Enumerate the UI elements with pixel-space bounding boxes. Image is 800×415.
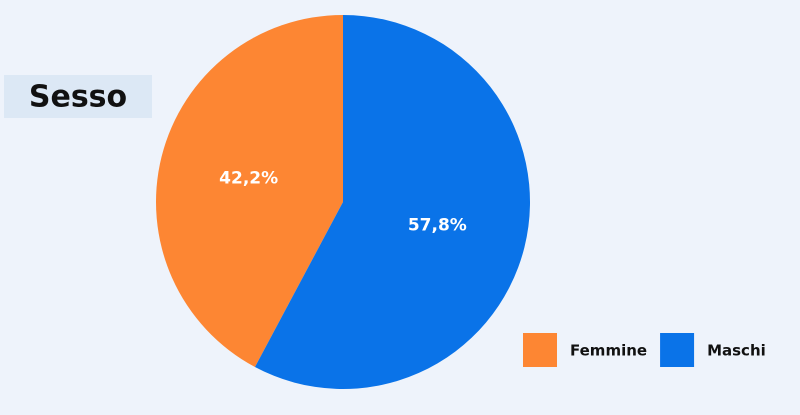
legend-label: Maschi xyxy=(707,342,766,360)
legend-swatch xyxy=(660,333,695,367)
legend-swatch xyxy=(523,333,557,367)
slice-label: 57,8% xyxy=(408,216,467,236)
slice-label: 42,2% xyxy=(219,168,278,188)
chart-title: Sesso xyxy=(29,80,127,115)
legend-label: Femmine xyxy=(570,342,647,360)
pie-slice xyxy=(155,15,343,367)
title-box xyxy=(4,75,152,118)
pie-slice xyxy=(254,15,530,389)
